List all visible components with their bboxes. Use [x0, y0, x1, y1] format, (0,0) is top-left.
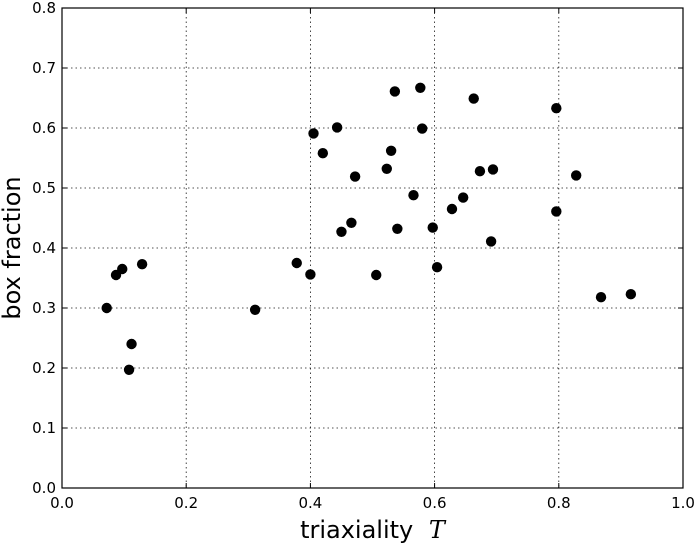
data-point	[136, 259, 148, 270]
data-point	[349, 171, 361, 182]
x-tick-label: 0.4	[298, 494, 322, 512]
data-point	[595, 292, 607, 303]
x-tick-label: 0.6	[423, 494, 447, 512]
data-point	[305, 269, 316, 280]
data-point	[468, 93, 479, 104]
data-point	[485, 236, 497, 247]
y-tick-labels: 0.0 0.1 0.2 0.3 0.4 0.5 0.6 0.7 0.8	[32, 0, 56, 497]
data-point	[487, 164, 499, 175]
y-tick-label: 0.4	[32, 239, 56, 257]
data-point	[291, 257, 302, 269]
data-point	[346, 217, 357, 228]
data-point	[101, 302, 112, 314]
data-point	[570, 170, 582, 181]
data-point	[457, 192, 469, 203]
y-tick-label: 0.7	[32, 59, 56, 77]
data-point	[117, 263, 128, 275]
data-point	[416, 123, 428, 134]
grid-lines	[62, 8, 683, 488]
y-tick-label: 0.0	[32, 479, 56, 497]
data-point	[126, 338, 137, 350]
data-point	[389, 86, 401, 97]
data-point	[427, 222, 438, 233]
y-tick-label: 0.8	[32, 0, 56, 17]
data-point	[249, 304, 261, 315]
data-points	[101, 82, 637, 375]
x-tick-labels: 0.0 0.2 0.4 0.6 0.8 1.0	[50, 494, 694, 512]
y-tick-label: 0.6	[32, 119, 56, 137]
data-point	[381, 163, 392, 174]
y-tick-label: 0.1	[32, 419, 56, 437]
data-point	[308, 128, 319, 139]
y-axis-label: box fraction	[0, 176, 26, 319]
x-axis-label: triaxiality T	[300, 516, 447, 544]
x-tick-label: 1.0	[671, 494, 694, 512]
x-axis-label-symbol: T	[429, 516, 447, 544]
data-point	[474, 166, 486, 177]
data-point	[123, 364, 135, 375]
data-point	[392, 223, 403, 234]
x-tick-label: 0.8	[547, 494, 571, 512]
data-point	[551, 206, 562, 217]
data-point	[331, 122, 343, 133]
plot-frame	[61, 7, 684, 489]
data-point	[336, 226, 347, 237]
x-tick-label: 0.2	[174, 494, 198, 512]
data-point	[317, 148, 329, 159]
data-point	[551, 103, 562, 114]
data-point	[431, 262, 443, 273]
x-tick-label: 0.0	[50, 494, 74, 512]
y-tick-label: 0.3	[32, 299, 56, 317]
data-point	[415, 82, 426, 94]
x-axis-label-text: triaxiality	[300, 516, 413, 544]
data-point	[408, 190, 419, 201]
data-point	[446, 203, 458, 215]
y-tick-label: 0.2	[32, 359, 56, 377]
data-point	[625, 289, 637, 300]
data-point	[371, 269, 382, 281]
data-point	[385, 145, 397, 156]
y-tick-label: 0.5	[32, 179, 56, 197]
